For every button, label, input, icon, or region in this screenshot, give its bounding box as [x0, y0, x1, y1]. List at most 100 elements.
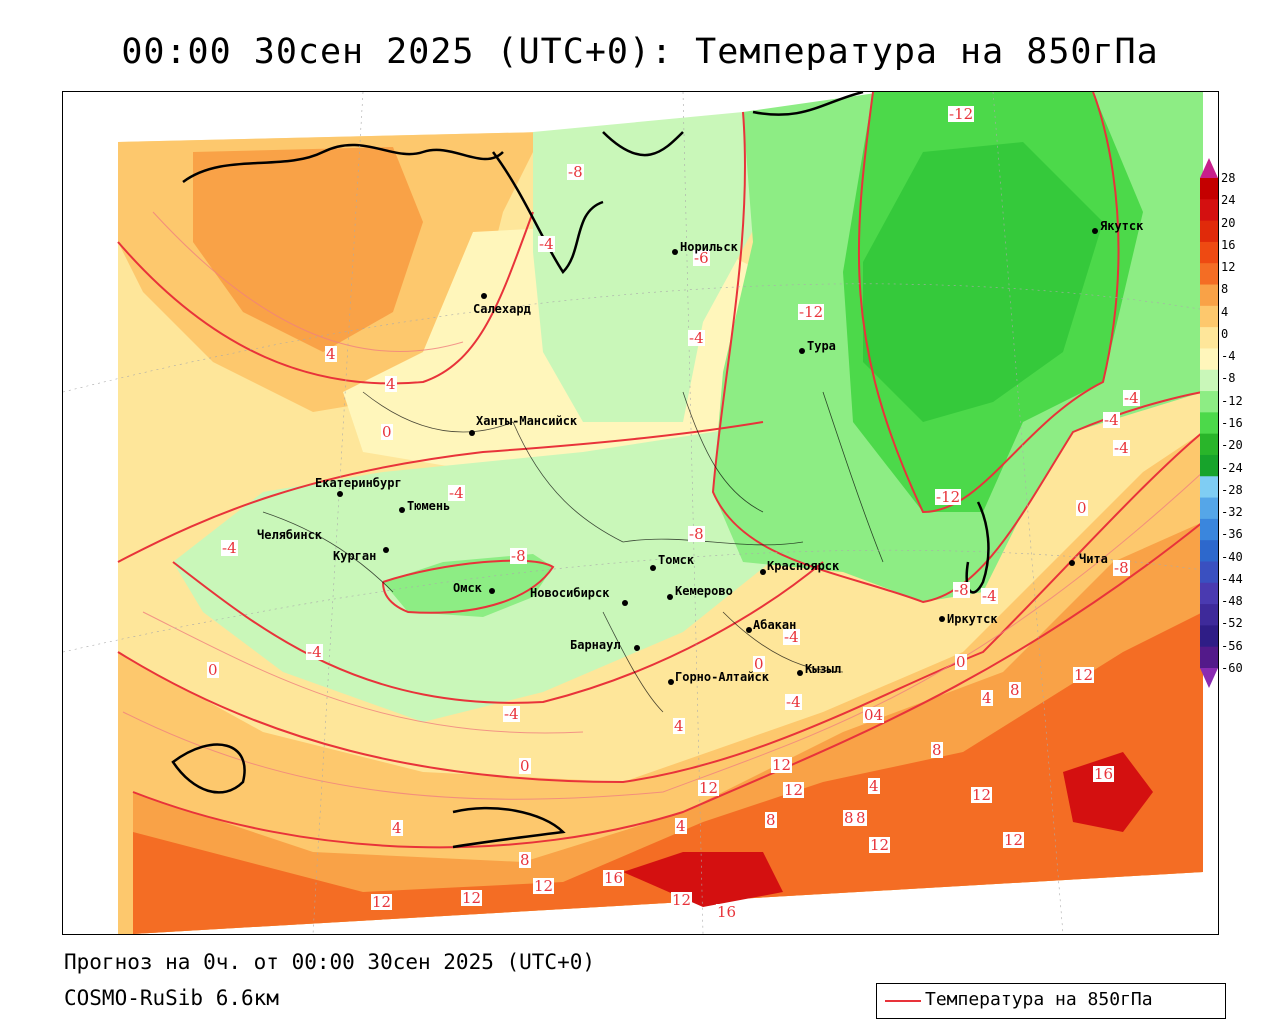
- contour-label: 8: [931, 741, 943, 759]
- contour-label: -4: [221, 539, 238, 557]
- city-label-salekhard: Салехард: [473, 302, 531, 316]
- city-label-tomsk: Томск: [658, 553, 695, 567]
- contour-label: -4: [1103, 411, 1120, 429]
- forecast-caption: Прогноз на 0ч. от 00:00 30сен 2025 (UTC+…: [64, 950, 596, 974]
- map-legend: Температура на 850гПа: [876, 983, 1226, 1019]
- colorbar-tick-label: -28: [1221, 482, 1243, 497]
- colorbar-swatch: [1200, 561, 1218, 584]
- contour-label: 8: [843, 809, 855, 827]
- contour-label: -4: [448, 484, 465, 502]
- colorbar-swatch: [1200, 497, 1218, 520]
- colorbar-swatch: [1200, 327, 1218, 349]
- contour-label: -4: [688, 329, 705, 347]
- colorbar-tick-label: 20: [1221, 215, 1236, 230]
- city-label-norilsk: Норильск: [680, 240, 738, 254]
- colorbar-tick-label: -44: [1221, 571, 1243, 586]
- colorbar-swatch: [1200, 476, 1218, 499]
- zone-minus4-north: [533, 112, 763, 422]
- contour-label: -8: [1113, 559, 1130, 577]
- city-label-tyumen: Тюмень: [407, 499, 451, 513]
- contour-lines: [117, 92, 1204, 849]
- contour-label: -8: [567, 163, 584, 181]
- contour-label: 12: [1003, 831, 1025, 849]
- contour-label: -4: [503, 705, 520, 723]
- city-marker: [797, 670, 803, 676]
- city-label-irkutsk: Иркутск: [947, 612, 998, 626]
- contour-label: -12: [948, 105, 975, 123]
- colorbar-swatch: [1200, 582, 1218, 605]
- city-label-kyzyl: Кызыл: [805, 662, 842, 676]
- city-label-omsk: Омск: [453, 581, 482, 595]
- city-label-barnaul: Барнаул: [570, 638, 621, 652]
- contour-label: 12: [671, 891, 693, 909]
- colorbar-tick-label: -4: [1221, 349, 1236, 364]
- city-marker: [489, 588, 495, 594]
- city-label-khanty-mansiysk: Ханты-Мансийск: [476, 414, 578, 428]
- contour-label: 12: [461, 889, 483, 907]
- page-title: 00:00 30сен 2025 (UTC+0): Температура на…: [121, 32, 1159, 72]
- colorbar-bottom-arrow: [1200, 668, 1218, 688]
- city-marker: [469, 430, 475, 436]
- city-label-abakan: Абакан: [753, 618, 797, 632]
- colorbar-swatch: [1200, 241, 1218, 264]
- colorbar-tick-label: 12: [1221, 260, 1236, 275]
- city-label-novosibirsk: Новосибирск: [530, 586, 610, 600]
- colorbar-tick-label: -36: [1221, 527, 1243, 542]
- colorbar-swatch: [1200, 263, 1218, 286]
- contour-label: 0: [207, 661, 219, 679]
- temperature-colorbar: [1200, 158, 1218, 688]
- contour-label: -4: [785, 693, 802, 711]
- city-label-chita: Чита: [1079, 552, 1108, 566]
- contour-label: -4: [981, 587, 998, 605]
- city-marker: [746, 627, 752, 633]
- contour-label: -8: [510, 547, 527, 565]
- zone-plus12-south: [133, 612, 1203, 934]
- contour-label: -4: [306, 643, 323, 661]
- colorbar-swatch: [1200, 646, 1218, 669]
- city-marker: [1069, 560, 1075, 566]
- city-label-kemerovo: Кемерово: [675, 584, 733, 598]
- city-marker: [337, 491, 343, 497]
- legend-line-swatch: [885, 1000, 921, 1002]
- city-marker: [399, 507, 405, 513]
- city-marker: [481, 293, 487, 299]
- colorbar-tick-label: -12: [1221, 393, 1243, 408]
- colorbar-tick-label: -56: [1221, 638, 1243, 653]
- city-label-krasnoyarsk: Красноярск: [767, 559, 840, 573]
- city-marker: [799, 348, 805, 354]
- colorbar-tick-label: 28: [1221, 171, 1236, 185]
- model-caption: COSMO-RuSib 6.6км: [64, 986, 279, 1010]
- contour-label: 8: [855, 809, 867, 827]
- contour-label: 12: [869, 836, 891, 854]
- city-label-chelyabinsk: Челябинск: [257, 528, 323, 542]
- colorbar-tick-label: -60: [1221, 661, 1243, 675]
- contour-label: 0: [955, 653, 967, 671]
- contour-label: 4: [673, 717, 685, 735]
- contour-label: 8: [765, 811, 777, 829]
- contour-label: 16: [603, 869, 625, 887]
- contour-label: -4: [538, 235, 555, 253]
- colorbar-swatch: [1200, 540, 1218, 562]
- contour-label: 4: [391, 819, 403, 837]
- city-marker: [634, 645, 640, 651]
- contour-label: -4: [783, 628, 800, 646]
- city-marker: [650, 565, 656, 571]
- colorbar-swatch: [1200, 178, 1218, 200]
- contour-label: 0: [753, 655, 765, 673]
- contour-label: 0: [1076, 499, 1088, 517]
- contour-label: -12: [798, 303, 825, 321]
- contour-label: -8: [688, 525, 705, 543]
- colorbar-swatch: [1200, 220, 1218, 243]
- colorbar-swatch: [1200, 625, 1218, 648]
- colorbar-tick-label: -24: [1221, 460, 1243, 475]
- colorbar-tick-label: 16: [1221, 237, 1236, 252]
- colorbar-tick-label: -16: [1221, 416, 1243, 430]
- contour-label: 12: [371, 893, 393, 911]
- colorbar-tick-label: -20: [1221, 438, 1243, 453]
- city-label-yakutsk: Якутск: [1100, 219, 1144, 233]
- contour-label: -4: [1113, 439, 1130, 457]
- contour-label: 12: [698, 779, 720, 797]
- temperature-field-map: [63, 92, 1218, 934]
- contour-label: 16: [1093, 765, 1115, 783]
- city-marker: [383, 547, 389, 553]
